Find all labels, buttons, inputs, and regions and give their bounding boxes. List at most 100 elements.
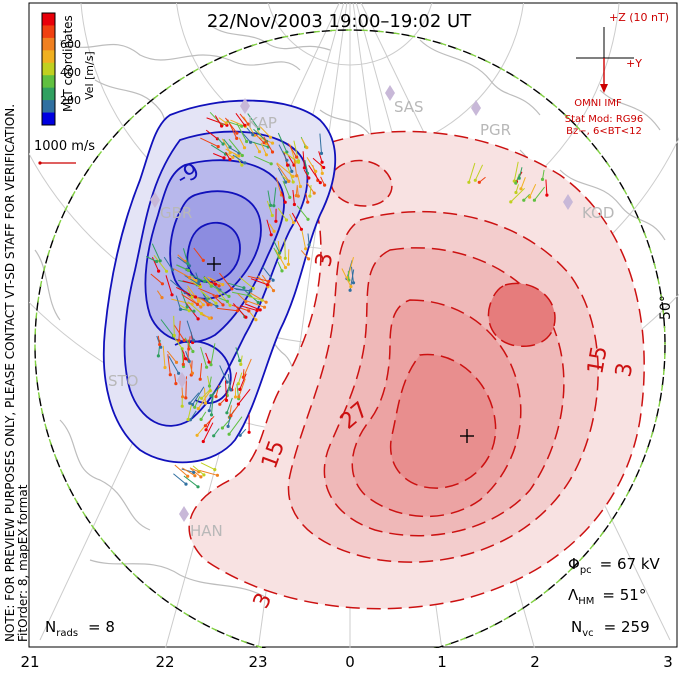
velocity-vector xyxy=(312,157,325,168)
velocity-vector-origin xyxy=(248,289,252,293)
velocity-vector xyxy=(235,288,251,292)
velocity-vector-origin xyxy=(199,475,203,479)
velocity-vector xyxy=(189,274,205,282)
velocity-vector xyxy=(232,303,247,318)
velocity-vector-origin xyxy=(229,414,233,418)
velocity-vector xyxy=(234,152,243,166)
velocity-vector-origin xyxy=(318,181,322,185)
velocity-vector xyxy=(232,154,246,164)
radar-site-marker-kod xyxy=(563,194,573,210)
velocity-vector-origin xyxy=(514,181,518,185)
velocity-vector-origin xyxy=(270,213,274,218)
velocity-vector xyxy=(182,248,189,264)
velocity-vector xyxy=(248,296,263,301)
mlt-label-23: 23 xyxy=(248,653,267,671)
velocity-vector-origin xyxy=(287,179,291,183)
velocity-vector xyxy=(282,180,291,198)
velocity-vector-origin xyxy=(292,221,296,225)
map-title: 22/Nov/2003 19:00–19:02 UT xyxy=(207,11,472,32)
velocity-vector xyxy=(239,305,258,311)
velocity-vector-origin xyxy=(251,286,255,290)
velocity-vector xyxy=(230,405,239,416)
velocity-vector-origin xyxy=(308,194,312,198)
velocity-vector xyxy=(200,290,217,304)
velocity-vector-origin xyxy=(160,282,164,286)
velocity-vector-origin xyxy=(519,187,523,191)
velocity-vector xyxy=(266,200,273,216)
velocity-vector-origin xyxy=(227,432,231,436)
velocity-vector-origin xyxy=(288,195,292,199)
velocity-vector-origin xyxy=(305,146,309,150)
velocity-vector-origin xyxy=(200,396,204,400)
velocity-vector-origin xyxy=(157,269,161,273)
velocity-tick-200: 200 xyxy=(60,94,81,107)
velocity-vector-origin xyxy=(262,141,266,145)
velocity-vector xyxy=(200,462,216,471)
velocity-vector xyxy=(275,249,286,268)
velocity-vector-origin xyxy=(207,360,211,364)
velocity-vector xyxy=(202,422,214,442)
velocity-vector xyxy=(542,169,545,180)
negative-cell xyxy=(102,99,337,464)
velocity-vector xyxy=(200,137,219,148)
velocity-vector-origin xyxy=(238,359,242,363)
velocity-vector xyxy=(300,250,309,260)
velocity-vector-origin xyxy=(257,127,261,131)
velocity-vector xyxy=(231,291,251,297)
velocity-vector-origin xyxy=(212,434,216,438)
imf-condition-label: Bz−, 6<BT<12 xyxy=(566,126,642,137)
velocity-vector xyxy=(259,126,271,138)
positive-fill-5 xyxy=(389,353,497,489)
velocity-vector-origin xyxy=(312,191,316,195)
velocity-vector xyxy=(180,308,194,312)
velocity-vector xyxy=(273,187,277,206)
velocity-vector xyxy=(275,177,282,196)
velocity-vector xyxy=(200,346,208,368)
velocity-vector-origin xyxy=(349,285,353,289)
velocity-vector-origin xyxy=(307,243,311,247)
latitude-label: 50° xyxy=(658,295,674,320)
velocity-vector-origin xyxy=(209,363,213,367)
mlt-label-1: 1 xyxy=(437,653,447,671)
velocity-vector xyxy=(205,352,210,363)
velocity-tick-400: 400 xyxy=(60,66,81,79)
contour-label-neg3: 3 xyxy=(311,251,338,269)
colorbar-segment xyxy=(42,62,55,76)
velocity-vector-origin xyxy=(187,309,191,313)
velocity-vector xyxy=(176,286,196,298)
velocity-vector-origin xyxy=(286,163,290,167)
velocity-vector xyxy=(276,163,290,182)
velocity-vector-origin xyxy=(174,360,179,364)
velocity-vector-origin xyxy=(257,150,262,154)
velocity-vector-origin xyxy=(236,402,240,406)
velocity-vector xyxy=(513,161,519,182)
velocity-vector-origin xyxy=(209,394,213,398)
velocity-vector xyxy=(301,138,308,148)
velocity-vector-origin xyxy=(205,365,209,369)
velocity-vector xyxy=(210,343,216,365)
velocity-vector xyxy=(205,129,218,140)
velocity-vector-origin xyxy=(270,150,275,154)
velocity-vector xyxy=(207,375,211,391)
velocity-vector xyxy=(194,396,201,408)
velocity-vector-origin xyxy=(514,190,518,195)
velocity-vector-origin xyxy=(158,259,162,263)
velocity-vector xyxy=(277,261,283,272)
velocity-vector xyxy=(214,115,223,127)
velocity-vector xyxy=(287,154,295,166)
velocity-vector xyxy=(223,138,231,148)
velocity-vector xyxy=(199,363,203,380)
velocity-vector-origin xyxy=(295,174,299,178)
velocity-vector xyxy=(187,285,200,302)
velocity-vector xyxy=(236,123,248,142)
velocity-vector-origin xyxy=(306,200,310,204)
velocity-vector-origin xyxy=(177,338,181,342)
velocity-vector-origin xyxy=(274,219,278,223)
velocity-vector xyxy=(165,275,173,295)
velocity-vector-origin xyxy=(283,256,287,260)
velocity-vector-origin xyxy=(236,382,240,386)
velocity-vector-origin xyxy=(214,282,218,286)
velocity-vector-origin xyxy=(245,139,249,144)
velocity-vector-origin xyxy=(160,296,164,300)
velocity-vector xyxy=(185,351,190,362)
